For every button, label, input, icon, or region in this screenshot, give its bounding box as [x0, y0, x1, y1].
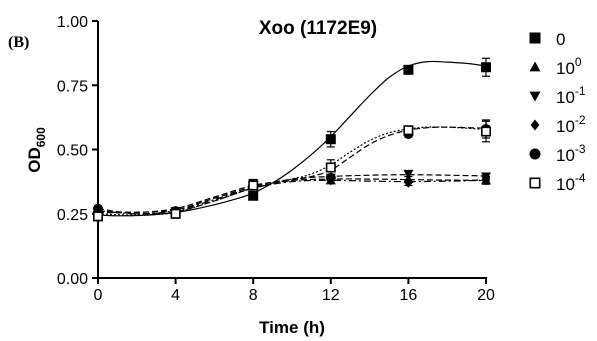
legend-label: 10-2 — [556, 113, 586, 136]
legend-marker-circle-filled — [529, 148, 541, 160]
y-axis-label-subscript: 600 — [34, 127, 48, 147]
legend-label-exponent: -2 — [575, 113, 586, 127]
legend-label-base: 0 — [556, 30, 565, 49]
data-point-square-open — [170, 208, 181, 219]
legend-label: 10-4 — [556, 171, 586, 194]
legend-marker-triangle-up — [529, 61, 541, 72]
legend-label: 10-3 — [556, 142, 586, 165]
x-tick-label: 20 — [477, 287, 495, 304]
data-point-square-open — [403, 125, 414, 136]
legend-marker-square-filled — [529, 32, 541, 44]
series-curve-5 — [97, 126, 487, 216]
data-point-circle-filled — [93, 203, 103, 214]
legend-label-base: 10 — [556, 175, 575, 194]
legend-marker-triangle-down — [529, 91, 541, 102]
legend-label-base: 10 — [556, 146, 575, 165]
series-curve-3 — [97, 179, 487, 215]
y-axis-label: OD600 — [25, 127, 48, 173]
x-tick-label: 12 — [322, 287, 340, 304]
x-tick-label: 0 — [94, 287, 103, 304]
axes: 0.00 0.25 0.50 0.75 1.00 0 4 8 12 16 20 — [57, 14, 495, 304]
legend-label: 10-1 — [556, 84, 586, 107]
legend-label-exponent: 0 — [575, 55, 582, 69]
legend-label-base: 10 — [556, 59, 575, 78]
data-point-square-open — [325, 162, 336, 173]
series-curve-1 — [97, 178, 487, 214]
legend-marker-diamond-filled — [530, 119, 540, 131]
data-point-square-open — [480, 126, 491, 137]
panel-label: (B) — [8, 34, 29, 51]
legend-label-base: 10 — [556, 117, 575, 136]
y-axis-label-base: OD — [25, 147, 44, 173]
x-tick-label: 4 — [171, 287, 180, 304]
chart-title: Xoo (1172E9) — [259, 18, 377, 39]
data-point-diamond-filled — [404, 177, 413, 188]
y-tick-label: 0.00 — [57, 271, 88, 288]
y-tick-label: 0.50 — [57, 143, 88, 160]
x-tick-label: 8 — [249, 287, 258, 304]
data-point-square-filled — [248, 190, 259, 201]
data-point-square-filled — [481, 62, 491, 73]
x-tick-label: 16 — [400, 287, 418, 304]
data-point-square-filled — [403, 64, 414, 75]
legend-label: 0 — [556, 30, 565, 49]
legend-marker-square-open — [529, 177, 541, 189]
series-curve-2 — [97, 174, 487, 213]
data-points — [93, 57, 491, 222]
x-axis-label: Time (h) — [259, 318, 325, 337]
y-tick-label: 0.75 — [57, 78, 88, 95]
data-point-triangle-down — [403, 169, 414, 179]
series-curve-0 — [97, 60, 487, 217]
data-point-square-open — [93, 211, 104, 222]
data-point-square-filled — [325, 134, 336, 145]
legend-label: 100 — [556, 55, 582, 78]
data-point-diamond-filled — [482, 175, 490, 186]
curves — [97, 60, 487, 217]
legend-label-exponent: -3 — [575, 142, 586, 156]
y-tick-label: 0.25 — [57, 207, 88, 224]
legend-label-base: 10 — [556, 88, 575, 107]
legend-label-exponent: -1 — [575, 84, 586, 98]
y-tick-label: 1.00 — [57, 14, 88, 31]
data-point-square-open — [248, 180, 259, 191]
legend-label-exponent: -4 — [575, 171, 586, 185]
